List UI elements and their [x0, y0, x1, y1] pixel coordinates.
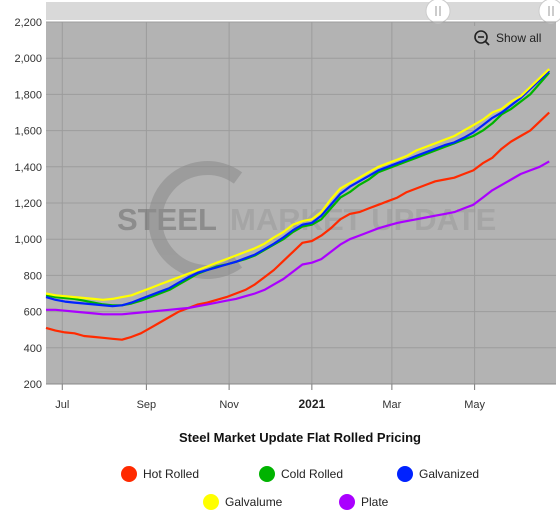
watermark-left-text: STEEL — [117, 202, 217, 237]
y-axis: 200 400 600 800 1,000 1,200 1,400 1,600 1,800 2,0… — [14, 17, 42, 391]
watermark: STEEL MARKET UPDATE — [117, 161, 496, 279]
chart-title: Steel Market Update Flat Rolled Pricing — [179, 430, 421, 445]
legend-marker — [259, 466, 275, 482]
navigator-handle-right[interactable] — [538, 0, 560, 24]
legend-marker — [203, 494, 219, 510]
y-tick-label: 400 — [24, 343, 42, 355]
y-tick-label: 1,000 — [14, 234, 42, 246]
zoom-out-icon — [474, 30, 490, 46]
y-tick-label: 200 — [24, 379, 42, 391]
y-tick-label: 2,000 — [14, 53, 42, 65]
show-all-label: Show all — [496, 31, 541, 45]
series-line-galvalume — [45, 68, 550, 301]
x-tick-label: Jul — [55, 399, 69, 411]
y-tick-label: 600 — [24, 307, 42, 319]
x-tick-label: Mar — [382, 399, 401, 411]
y-tick-label: 1,400 — [14, 162, 42, 174]
legend-label: Plate — [361, 495, 389, 509]
y-tick-label: 1,200 — [14, 198, 42, 210]
series-lines — [45, 68, 551, 341]
legend-item-cold-rolled[interactable]: Cold Rolled — [259, 466, 343, 482]
y-tick-label: 800 — [24, 270, 42, 282]
series-line-plate — [46, 160, 550, 316]
legend-marker — [339, 494, 355, 510]
show-all-button[interactable]: Show all — [468, 26, 550, 50]
legend-item-hot-rolled[interactable]: Hot Rolled — [121, 466, 199, 482]
legend-marker — [397, 466, 413, 482]
x-tick-label: Sep — [137, 399, 157, 411]
legend-marker — [121, 466, 137, 482]
series-line-hot-rolled — [45, 111, 550, 341]
legend-item-galvanized[interactable]: Galvanized — [397, 466, 479, 482]
watermark-right-text: MARKET UPDATE — [230, 202, 496, 237]
x-axis: Jul Sep Nov 2021 Mar May — [46, 383, 556, 411]
series-line-galvanized — [45, 70, 550, 308]
legend-label: Galvanized — [419, 467, 479, 481]
legend-label: Cold Rolled — [281, 467, 343, 481]
y-tick-label: 1,800 — [14, 89, 42, 101]
legend: Hot Rolled Cold Rolled Galvanized Galvalume… — [121, 466, 479, 510]
legend-label: Hot Rolled — [143, 467, 199, 481]
legend-label: Galvalume — [225, 495, 283, 509]
legend-item-galvalume[interactable]: Galvalume — [203, 494, 283, 510]
navigator-handle-left[interactable] — [425, 0, 451, 24]
navigator-track[interactable] — [46, 2, 556, 20]
y-tick-label: 2,200 — [14, 17, 42, 29]
x-tick-label: 2021 — [298, 397, 325, 411]
x-tick-label: Nov — [219, 399, 239, 411]
legend-item-plate[interactable]: Plate — [339, 494, 389, 510]
x-tick-label: May — [464, 399, 485, 411]
y-tick-label: 1,600 — [14, 126, 42, 138]
